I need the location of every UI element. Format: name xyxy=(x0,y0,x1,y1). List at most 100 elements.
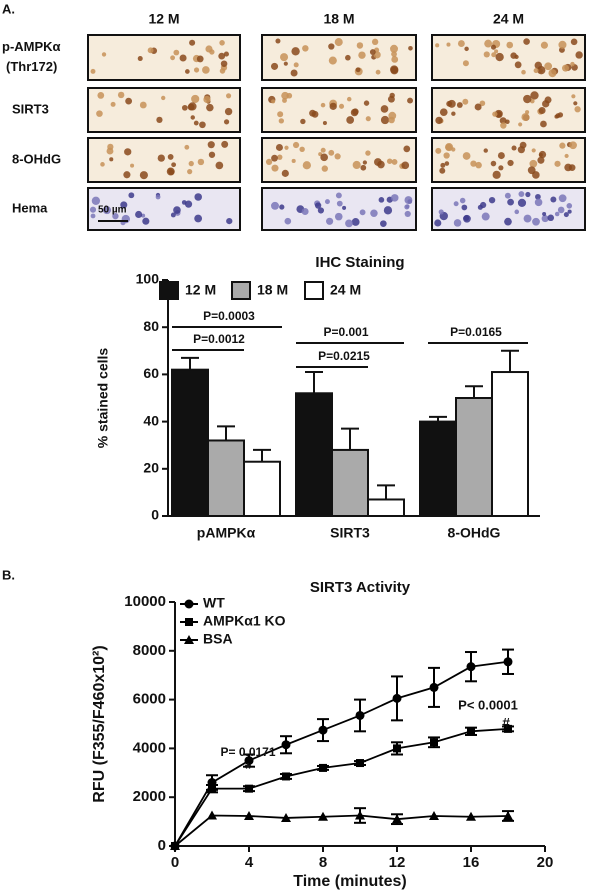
bar xyxy=(455,397,493,517)
cell xyxy=(90,68,96,74)
y-tick-label: 0 xyxy=(158,837,166,854)
bar xyxy=(331,448,369,518)
cell xyxy=(525,191,531,198)
marker xyxy=(170,841,180,850)
marker xyxy=(184,635,194,644)
cell xyxy=(534,61,543,70)
cell xyxy=(444,161,450,166)
cell xyxy=(557,112,564,118)
cell xyxy=(147,47,154,54)
cell xyxy=(538,150,547,159)
cell xyxy=(566,202,573,209)
x-tick-label: SIRT3 xyxy=(330,525,370,541)
cell xyxy=(189,39,196,46)
cell xyxy=(523,38,530,45)
cell xyxy=(499,117,507,125)
cell xyxy=(570,38,578,46)
cell xyxy=(380,115,390,125)
cell xyxy=(510,52,517,59)
bar xyxy=(171,368,209,517)
cell xyxy=(554,160,561,167)
cell xyxy=(121,214,130,224)
cell xyxy=(434,219,442,227)
cell xyxy=(462,152,471,160)
cell xyxy=(171,162,177,168)
cell xyxy=(302,161,311,170)
cell xyxy=(559,142,566,149)
cell xyxy=(155,194,161,200)
marker xyxy=(318,725,328,735)
cell xyxy=(202,66,210,74)
bar xyxy=(367,498,405,518)
cell xyxy=(278,118,285,124)
series-line xyxy=(174,814,509,847)
cell xyxy=(170,55,176,61)
cell xyxy=(506,41,514,49)
marker xyxy=(319,763,327,772)
marker xyxy=(429,682,439,692)
bar xyxy=(295,392,333,517)
marker xyxy=(245,784,253,793)
marker xyxy=(467,727,475,736)
cell xyxy=(173,49,180,56)
cell xyxy=(181,104,188,111)
cell xyxy=(170,212,176,218)
cell xyxy=(173,206,181,214)
cell xyxy=(106,147,114,155)
micrograph xyxy=(431,87,586,133)
cell xyxy=(390,44,398,53)
cell xyxy=(531,148,536,153)
marker xyxy=(355,710,365,720)
cell xyxy=(517,146,525,154)
cell xyxy=(328,56,337,65)
cell xyxy=(564,153,569,159)
cell xyxy=(223,51,229,57)
annotation: P< 0.0001 xyxy=(458,697,518,712)
cell xyxy=(511,145,517,151)
cell xyxy=(375,69,381,75)
cell xyxy=(477,204,483,210)
cell xyxy=(474,103,482,111)
x-tick-label: 12 xyxy=(389,854,406,871)
cell xyxy=(218,52,226,60)
micrograph xyxy=(87,87,241,133)
cell xyxy=(380,220,387,227)
cell xyxy=(320,153,328,162)
cell xyxy=(446,42,451,47)
cell xyxy=(345,54,351,61)
cell xyxy=(562,64,570,72)
marker xyxy=(356,759,364,768)
cell xyxy=(540,41,548,49)
cell xyxy=(371,38,379,46)
cell xyxy=(321,165,328,172)
cell xyxy=(475,161,482,169)
cell xyxy=(457,40,465,47)
cell xyxy=(188,102,197,111)
cell xyxy=(507,198,514,206)
cell xyxy=(124,148,132,156)
cell xyxy=(490,44,497,50)
cell xyxy=(142,217,150,225)
legend-label: BSA xyxy=(203,631,233,647)
cell xyxy=(352,160,361,170)
cell xyxy=(571,94,576,99)
cell xyxy=(453,219,462,227)
cell xyxy=(219,40,225,46)
cell xyxy=(554,211,560,217)
x-tick-label: 8 xyxy=(319,854,327,871)
cell xyxy=(179,54,187,62)
marker xyxy=(282,772,290,781)
cell xyxy=(355,67,361,73)
micrograph xyxy=(87,34,241,81)
cell xyxy=(575,51,583,59)
cell xyxy=(541,215,549,223)
column-header: 24 M xyxy=(493,11,524,27)
column-header: 12 M xyxy=(148,11,179,27)
cell xyxy=(574,106,581,113)
cell xyxy=(557,206,565,214)
x-tick-label: 8-OHdG xyxy=(448,525,501,541)
cell xyxy=(314,202,322,209)
chart-title: IHC Staining xyxy=(315,254,404,271)
cell xyxy=(271,99,276,104)
cell xyxy=(537,156,545,164)
